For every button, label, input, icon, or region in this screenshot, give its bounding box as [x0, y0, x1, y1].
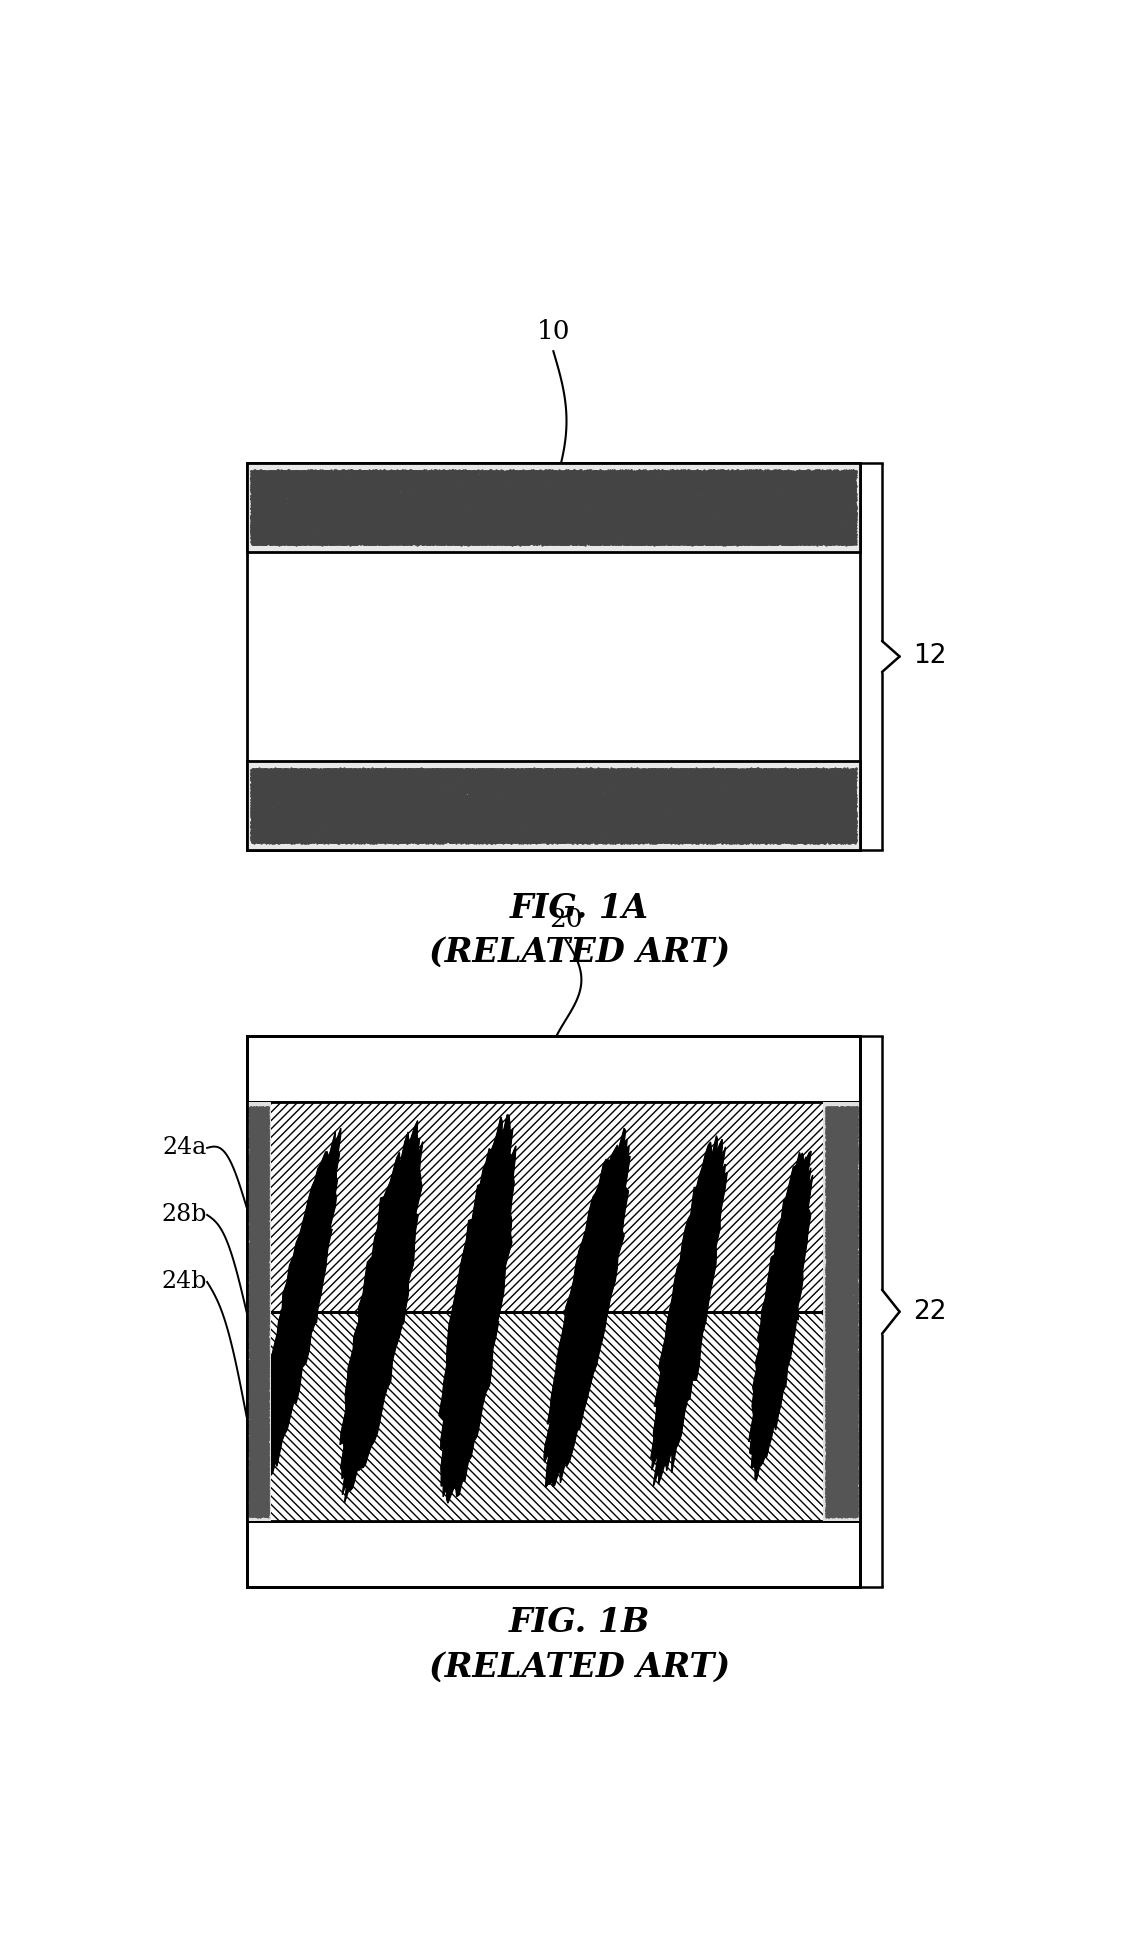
Polygon shape: [544, 1128, 630, 1487]
Bar: [247, 462, 860, 851]
Polygon shape: [340, 1120, 423, 1503]
Bar: [247, 462, 860, 551]
Text: FIG. 1B: FIG. 1B: [509, 1607, 650, 1640]
Bar: [247, 1037, 860, 1588]
Text: 20: 20: [549, 907, 582, 932]
Bar: [823, 1102, 860, 1522]
Bar: [247, 462, 860, 551]
Text: FIG. 1A: FIG. 1A: [510, 892, 649, 924]
Polygon shape: [650, 1135, 727, 1487]
Text: (RELATED ART): (RELATED ART): [429, 1652, 731, 1685]
Bar: [247, 1102, 860, 1311]
Text: 22: 22: [913, 1300, 947, 1325]
Bar: [247, 1522, 860, 1588]
Text: 28b: 28b: [162, 1203, 207, 1226]
Polygon shape: [258, 1128, 340, 1495]
Text: 24b: 24b: [162, 1271, 207, 1294]
Bar: [247, 762, 860, 851]
Bar: [247, 762, 860, 851]
Polygon shape: [749, 1151, 813, 1480]
Bar: [247, 1311, 860, 1522]
Bar: [247, 1102, 860, 1311]
Text: 10: 10: [536, 319, 570, 344]
Bar: [247, 1102, 271, 1522]
Bar: [247, 1037, 860, 1588]
Text: 12: 12: [913, 644, 947, 669]
Text: 24a: 24a: [163, 1137, 207, 1158]
Bar: [247, 1311, 860, 1522]
Text: (RELATED ART): (RELATED ART): [429, 936, 731, 969]
Polygon shape: [439, 1114, 516, 1503]
Bar: [247, 1037, 860, 1102]
